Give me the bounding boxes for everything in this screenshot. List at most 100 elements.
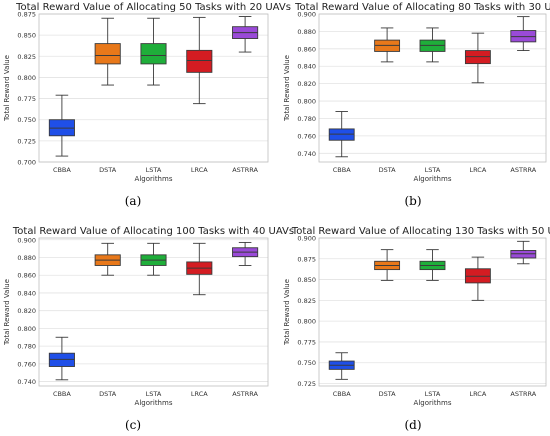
y-tick-label: 0.800 — [17, 325, 36, 333]
y-tick-label: 0.780 — [17, 343, 36, 351]
plot-frame — [318, 237, 547, 387]
chart-panel-3: Total Reward Value of Allocating 100 Tas… — [3, 226, 294, 407]
x-tick-label: LSTA — [425, 166, 441, 174]
chart-title: Total Reward Value of Allocating 130 Tas… — [291, 226, 550, 237]
y-tick-label: 0.825 — [17, 53, 36, 61]
box-body — [186, 49, 213, 73]
chart-title: Total Reward Value of Allocating 50 Task… — [15, 2, 291, 13]
x-tick-label: CBBA — [333, 390, 351, 398]
box-body — [140, 43, 167, 65]
x-tick-label: ASTRRA — [232, 166, 258, 174]
x-tick-label: DSTA — [99, 390, 117, 398]
y-tick-label: 0.750 — [297, 359, 316, 367]
box-lsta — [140, 17, 167, 86]
y-tick-label: 0.740 — [297, 150, 316, 158]
y-tick-label: 0.820 — [17, 307, 36, 315]
y-tick-label: 0.760 — [17, 360, 36, 368]
x-tick-label: CBBA — [53, 166, 71, 174]
y-tick-label: 0.800 — [297, 318, 316, 326]
x-axis-label: Algorithms — [135, 175, 173, 183]
box-dsta — [94, 242, 121, 276]
box-lsta — [419, 249, 446, 281]
y-tick-label: 0.900 — [297, 235, 316, 243]
y-tick-label: 0.860 — [17, 272, 36, 280]
x-tick-label: LSTA — [425, 390, 441, 398]
y-tick-label: 0.900 — [17, 236, 36, 244]
plot-frame — [38, 237, 269, 387]
y-tick-label: 0.860 — [297, 45, 316, 53]
y-tick-label: 0.820 — [297, 80, 316, 88]
panel-label-d: (d) — [404, 418, 422, 432]
chart-panel-1: Total Reward Value of Allocating 50 Task… — [3, 2, 291, 183]
x-tick-label: ASTRRA — [510, 166, 536, 174]
x-tick-label: LRCA — [469, 166, 486, 174]
y-tick-label: 0.740 — [17, 378, 36, 386]
y-axis-label: Total Reward Value — [3, 55, 11, 122]
y-tick-label: 0.880 — [17, 254, 36, 262]
y-tick-label: 0.775 — [17, 95, 36, 103]
box-astrra — [232, 241, 259, 266]
box-dsta — [94, 17, 121, 86]
y-tick-label: 0.775 — [297, 338, 316, 346]
x-tick-label: DSTA — [379, 390, 397, 398]
y-tick-label: 0.760 — [297, 132, 316, 140]
y-axis-label: Total Reward Value — [3, 279, 11, 346]
chart-title: Total Reward Value of Allocating 100 Tas… — [12, 226, 294, 237]
box-lrca — [186, 16, 213, 105]
plot-frame — [38, 13, 269, 163]
y-tick-label: 0.875 — [297, 255, 316, 263]
chart-title: Total Reward Value of Allocating 80 Task… — [294, 2, 550, 13]
x-tick-label: LSTA — [146, 166, 162, 174]
chart-panel-2: Total Reward Value of Allocating 80 Task… — [283, 2, 550, 183]
box-body — [94, 43, 121, 65]
panel-label-a: (a) — [124, 194, 142, 208]
box-lsta — [140, 242, 167, 276]
y-tick-label: 0.840 — [17, 289, 36, 297]
y-tick-label: 0.825 — [297, 297, 316, 305]
box-lrca — [186, 242, 213, 296]
box-cbba — [48, 336, 75, 381]
x-tick-label: DSTA — [379, 166, 397, 174]
panel-label-b: (b) — [404, 194, 422, 208]
box-dsta — [374, 249, 401, 281]
y-tick-label: 0.900 — [297, 11, 316, 19]
x-tick-label: LSTA — [146, 390, 162, 398]
y-tick-label: 0.725 — [297, 380, 316, 388]
y-tick-label: 0.725 — [17, 137, 36, 145]
panel-label-c: (c) — [124, 418, 142, 432]
x-tick-label: LRCA — [469, 390, 486, 398]
y-axis-label: Total Reward Value — [283, 55, 291, 122]
box-astrra — [510, 240, 537, 265]
y-tick-label: 0.800 — [297, 98, 316, 106]
box-dsta — [374, 27, 401, 63]
y-tick-label: 0.780 — [297, 115, 316, 123]
box-lsta — [419, 27, 446, 63]
y-tick-label: 0.880 — [297, 28, 316, 36]
x-tick-label: LRCA — [191, 390, 208, 398]
box-lrca — [464, 256, 491, 301]
box-astrra — [232, 16, 259, 53]
x-axis-label: Algorithms — [414, 175, 452, 183]
y-axis-label: Total Reward Value — [283, 279, 291, 346]
plot-frame — [318, 13, 547, 163]
y-tick-label: 0.850 — [17, 32, 36, 40]
y-tick-label: 0.800 — [17, 74, 36, 82]
y-tick-label: 0.700 — [17, 159, 36, 167]
x-tick-label: DSTA — [99, 166, 117, 174]
y-tick-label: 0.850 — [297, 276, 316, 284]
box-cbba — [328, 111, 355, 158]
box-cbba — [48, 94, 75, 157]
y-tick-label: 0.750 — [17, 116, 36, 124]
x-axis-label: Algorithms — [135, 399, 173, 407]
chart-panel-4: Total Reward Value of Allocating 130 Tas… — [283, 226, 550, 407]
y-tick-label: 0.875 — [17, 11, 36, 19]
x-tick-label: ASTRRA — [232, 390, 258, 398]
box-lrca — [464, 32, 491, 84]
y-tick-label: 0.840 — [297, 63, 316, 71]
x-tick-label: LRCA — [191, 166, 208, 174]
x-axis-label: Algorithms — [414, 399, 452, 407]
box-astrra — [510, 16, 537, 52]
x-tick-label: CBBA — [333, 166, 351, 174]
box-cbba — [328, 352, 355, 380]
